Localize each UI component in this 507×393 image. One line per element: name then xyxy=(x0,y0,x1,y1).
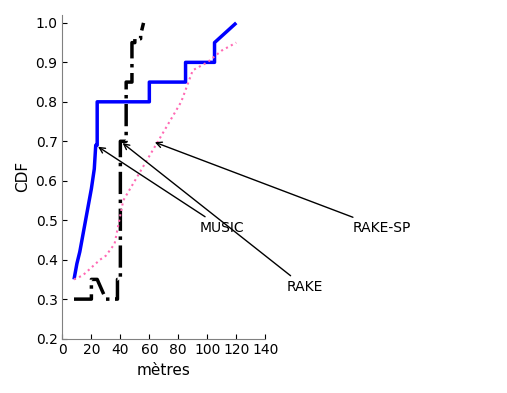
Text: RAKE: RAKE xyxy=(124,144,323,294)
Text: MUSIC: MUSIC xyxy=(99,148,245,235)
Text: RAKE-SP: RAKE-SP xyxy=(156,142,411,235)
Y-axis label: CDF: CDF xyxy=(15,161,30,192)
X-axis label: mètres: mètres xyxy=(137,363,191,378)
